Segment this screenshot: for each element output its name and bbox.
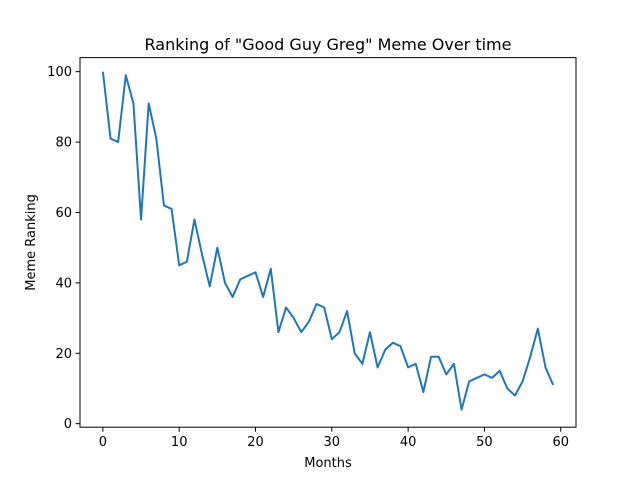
- y-tick-label: 20: [55, 347, 72, 362]
- x-tick-label: 10: [171, 435, 188, 450]
- x-tick-label: 30: [324, 435, 341, 450]
- y-axis-label: Meme Ranking: [24, 194, 39, 291]
- series-line: [101, 71, 555, 411]
- y-tick-label: 80: [55, 136, 72, 151]
- plot-frame: [79, 57, 577, 428]
- y-tick-label: 40: [55, 276, 72, 291]
- x-tick-label: 0: [99, 435, 107, 450]
- ticks-layer: 0 10 20 30 40 50 60 0 20 40 60 80 100: [47, 65, 569, 450]
- chart-title: Ranking of "Good Guy Greg" Meme Over tim…: [145, 35, 512, 54]
- plot-area: [80, 57, 576, 428]
- x-axis-label: Months: [304, 456, 352, 471]
- y-tick-label: 60: [55, 206, 72, 221]
- x-tick-label: 20: [247, 435, 264, 450]
- x-tick-label: 40: [400, 435, 417, 450]
- y-tick-label: 0: [64, 417, 72, 432]
- x-tick-label: 50: [476, 435, 493, 450]
- x-tick-label: 60: [552, 435, 569, 450]
- y-tick-label: 100: [47, 65, 72, 80]
